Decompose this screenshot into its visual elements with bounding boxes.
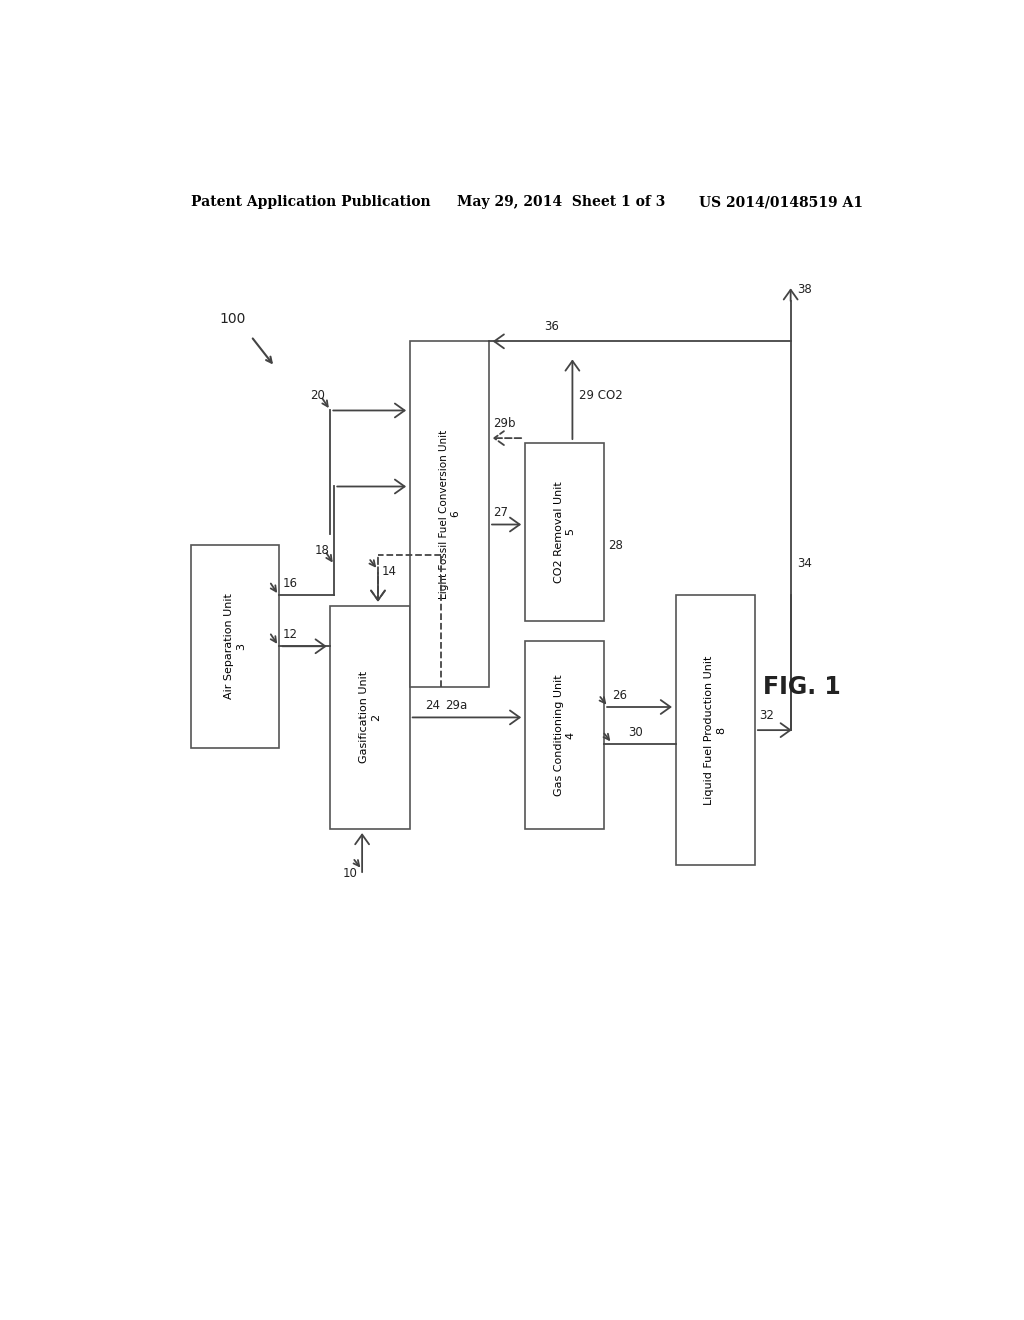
FancyArrowPatch shape	[371, 573, 385, 601]
Text: US 2014/0148519 A1: US 2014/0148519 A1	[699, 195, 863, 209]
Text: 36: 36	[545, 321, 559, 333]
Text: 29 CO2: 29 CO2	[579, 389, 623, 403]
FancyArrowPatch shape	[355, 834, 369, 873]
Text: 30: 30	[628, 726, 643, 738]
Text: 10: 10	[342, 867, 357, 880]
Bar	[676, 595, 755, 865]
Text: 34: 34	[797, 557, 812, 570]
Text: Gasification Unit
2: Gasification Unit 2	[359, 672, 381, 763]
Text: 16: 16	[283, 577, 298, 590]
Bar	[410, 342, 489, 686]
FancyArrowPatch shape	[413, 710, 519, 725]
Text: 29a: 29a	[445, 700, 468, 713]
FancyArrowPatch shape	[337, 479, 404, 494]
FancyArrowPatch shape	[607, 700, 671, 714]
FancyArrowPatch shape	[783, 290, 798, 301]
Bar	[331, 606, 410, 829]
FancyArrowPatch shape	[495, 432, 521, 445]
Text: 38: 38	[797, 282, 812, 296]
FancyArrowPatch shape	[283, 639, 326, 653]
Text: 100: 100	[219, 312, 246, 326]
Text: Liquid Fuel Production Unit
8: Liquid Fuel Production Unit 8	[705, 656, 726, 805]
Text: May 29, 2014  Sheet 1 of 3: May 29, 2014 Sheet 1 of 3	[458, 195, 666, 209]
Text: 27: 27	[494, 507, 508, 520]
Text: 29b: 29b	[494, 417, 515, 430]
FancyArrowPatch shape	[371, 557, 385, 601]
Text: FIG. 1: FIG. 1	[763, 675, 841, 698]
FancyArrowPatch shape	[492, 517, 519, 532]
Bar	[191, 545, 279, 748]
Text: CO2 Removal Unit
5: CO2 Removal Unit 5	[554, 480, 575, 583]
Text: 12: 12	[283, 628, 298, 642]
Text: 14: 14	[382, 565, 397, 578]
Text: 26: 26	[612, 689, 627, 702]
FancyArrowPatch shape	[333, 404, 404, 417]
Text: Air Separation Unit
3: Air Separation Unit 3	[224, 593, 246, 700]
Text: Gas Conditioning Unit
4: Gas Conditioning Unit 4	[554, 675, 575, 796]
Text: 32: 32	[759, 709, 774, 722]
FancyArrowPatch shape	[758, 723, 791, 737]
Bar	[524, 642, 604, 829]
Text: 18: 18	[314, 544, 330, 557]
Bar	[524, 444, 604, 620]
FancyArrowPatch shape	[565, 360, 580, 440]
Text: Patent Application Publication: Patent Application Publication	[191, 195, 431, 209]
Text: 20: 20	[310, 389, 326, 403]
Text: 24: 24	[426, 700, 440, 713]
FancyArrowPatch shape	[495, 334, 504, 348]
Text: 28: 28	[608, 540, 623, 552]
Text: Light Fossil Fuel Conversion Unit
6: Light Fossil Fuel Conversion Unit 6	[438, 429, 460, 599]
